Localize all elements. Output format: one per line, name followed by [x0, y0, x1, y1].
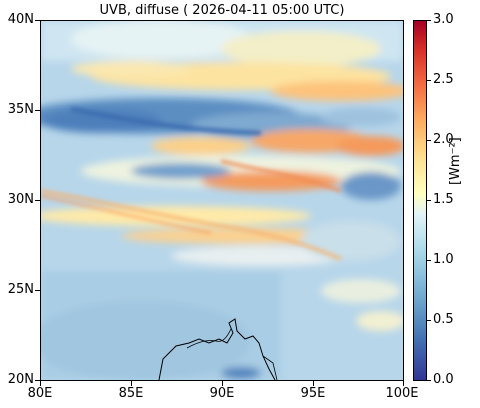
lat-tick-35n: 35N — [7, 102, 34, 117]
uvb-field — [41, 21, 403, 380]
colorbar — [413, 20, 427, 381]
colorbar-tick: 1.5 — [433, 192, 454, 207]
uvb-map — [40, 20, 404, 381]
colorbar-tick: 0.0 — [433, 372, 454, 387]
lat-tickmark — [35, 380, 40, 381]
lon-tickmark — [131, 381, 132, 386]
colorbar-tick: 2.5 — [433, 72, 454, 87]
lat-tick-25n: 25N — [7, 282, 34, 297]
colorbar-tick: 3.0 — [433, 12, 454, 27]
colorbar-tickmark — [427, 320, 431, 321]
lon-tick-80e: 80E — [27, 386, 53, 401]
lat-tick-30n: 30N — [7, 192, 34, 207]
colorbar-tickmark — [427, 20, 431, 21]
colorbar-tick: 2.0 — [433, 132, 454, 147]
lon-tickmark — [403, 381, 404, 386]
colorbar-tickmark — [427, 140, 431, 141]
lon-tick-100e: 100E — [385, 386, 419, 401]
map-title: UVB, diffuse ( 2026-04-11 05:00 UTC) — [99, 3, 345, 18]
lon-tick-90e: 90E — [209, 386, 235, 401]
lat-tickmark — [35, 20, 40, 21]
lon-tick-85e: 85E — [118, 386, 144, 401]
lon-tick-95e: 95E — [300, 386, 326, 401]
colorbar-tickmark — [427, 200, 431, 201]
colorbar-unit-label: [Wm⁻²] — [448, 137, 463, 185]
colorbar-tick: 1.0 — [433, 252, 454, 267]
lat-tickmark — [35, 290, 40, 291]
lat-tick-40n: 40N — [7, 12, 34, 27]
colorbar-tickmark — [427, 380, 431, 381]
lon-tickmark — [222, 381, 223, 386]
lat-tick-20n: 20N — [7, 372, 34, 387]
colorbar-tickmark — [427, 80, 431, 81]
lon-tickmark — [40, 381, 41, 386]
colorbar-tick: 0.5 — [433, 312, 454, 327]
lon-tickmark — [313, 381, 314, 386]
lat-tickmark — [35, 110, 40, 111]
lat-tickmark — [35, 200, 40, 201]
colorbar-tickmark — [427, 260, 431, 261]
